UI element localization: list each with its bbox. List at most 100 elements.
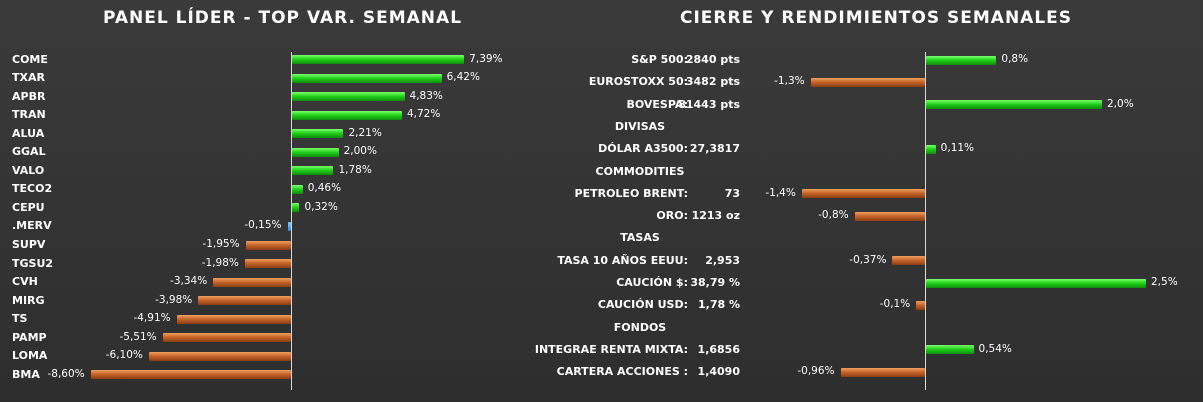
section-header: COMMODITIES — [595, 164, 685, 178]
left-chart-title: PANEL LÍDER - TOP VAR. SEMANAL — [103, 8, 463, 28]
bar — [292, 92, 405, 102]
row-label: CAUCIÓN USD: — [597, 298, 688, 312]
category-label: PAMP — [12, 330, 47, 344]
data-label: -6,10% — [105, 349, 143, 362]
data-label: 6,42% — [446, 71, 480, 84]
bar — [292, 55, 465, 64]
bar — [292, 129, 344, 139]
data-label: -1,3% — [774, 75, 805, 88]
bar — [926, 345, 974, 355]
data-label: 2,5% — [1151, 276, 1178, 288]
left-axis-line — [291, 52, 292, 390]
category-label: CEPU — [12, 200, 45, 214]
row-close-value: 2,953 — [705, 253, 740, 267]
row-label: ORO: — [656, 209, 688, 223]
row-close-value: 1,78 % — [698, 298, 740, 312]
row-close-value: 73 — [724, 186, 740, 200]
data-label: -0,1% — [879, 298, 911, 311]
data-label: 4,83% — [409, 89, 443, 102]
row-label: CAUCIÓN $: — [616, 276, 688, 289]
bar — [926, 100, 1102, 110]
category-label: TGSU2 — [12, 256, 54, 270]
bar — [90, 370, 291, 380]
bar — [244, 259, 291, 269]
category-label: GGAL — [12, 145, 46, 159]
row-close-value: 81443 pts — [678, 97, 740, 111]
bar — [292, 166, 334, 176]
category-label: ALUA — [12, 126, 45, 140]
bar — [287, 221, 291, 231]
data-label: -0,37% — [849, 253, 887, 266]
bar — [245, 240, 291, 250]
category-label: APBR — [12, 89, 46, 103]
data-label: 1,78% — [338, 163, 372, 176]
row-close-value: 1,6856 — [697, 342, 740, 356]
row-close-value: 38,79 % — [690, 276, 740, 289]
row-close-value: 2840 pts — [685, 53, 740, 66]
data-label: -8,60% — [47, 367, 85, 380]
bar — [213, 277, 291, 287]
data-label: 2,21% — [348, 126, 382, 139]
row-close-value: 27,3817 — [689, 142, 740, 156]
category-label: .MERV — [12, 219, 52, 233]
section-header: TASAS — [620, 231, 660, 245]
category-label: TXAR — [12, 71, 45, 85]
category-label: BMA — [12, 367, 40, 381]
bar — [292, 110, 402, 120]
data-label: -0,15% — [244, 219, 282, 232]
bar — [926, 278, 1146, 288]
bar — [892, 256, 925, 266]
bar — [292, 203, 300, 213]
data-label: 0,54% — [978, 342, 1012, 355]
data-label: -3,98% — [155, 293, 193, 306]
bar — [916, 300, 925, 310]
data-label: 0,46% — [307, 182, 342, 195]
data-label: 0,32% — [304, 200, 338, 213]
bar — [810, 77, 925, 87]
category-label: VALO — [12, 163, 45, 177]
data-label: -5,51% — [119, 330, 157, 343]
right-axis-line — [925, 52, 926, 390]
row-label: PETROLEO BRENT: — [574, 186, 688, 200]
data-label: -1,95% — [202, 238, 240, 250]
bar — [840, 367, 925, 377]
bar — [926, 144, 936, 154]
bar — [148, 351, 291, 361]
bar — [292, 184, 303, 194]
data-label: 4,72% — [406, 108, 441, 121]
row-label: BOVESPA: — [626, 97, 688, 111]
bar — [292, 73, 442, 83]
right-chart-title: CIERRE Y RENDIMIENTOS SEMANALES — [680, 8, 1073, 28]
bar — [854, 211, 925, 221]
data-label: 2,00% — [343, 145, 377, 158]
bar — [801, 189, 925, 199]
data-label: 0,8% — [1001, 53, 1029, 65]
data-label: -1,4% — [765, 186, 796, 199]
category-label: SUPV — [12, 238, 46, 251]
bar — [162, 333, 291, 343]
data-label: 7,39% — [469, 52, 503, 65]
row-label: EUROSTOXX 50: — [588, 75, 688, 89]
row-close-value: 1,4090 — [697, 365, 740, 379]
data-label: 0,11% — [940, 142, 975, 155]
data-label: -0,8% — [818, 209, 849, 222]
category-label: CVH — [12, 275, 38, 289]
bar — [198, 296, 291, 306]
row-label: TASA 10 AÑOS EEUU: — [557, 253, 688, 267]
bar — [292, 147, 339, 157]
category-label: TRAN — [12, 108, 46, 122]
bar — [176, 314, 291, 324]
category-label: MIRG — [12, 293, 45, 307]
row-label: CARTERA ACCIONES : — [556, 365, 688, 379]
data-label: -1,98% — [201, 256, 239, 269]
category-label: TS — [12, 312, 28, 326]
row-label: INTEGRAE RENTA MIXTA: — [534, 342, 688, 356]
data-label: -4,91% — [133, 312, 171, 325]
data-label: -3,34% — [170, 275, 208, 288]
data-label: 2,0% — [1107, 97, 1134, 110]
section-header: FONDOS — [613, 320, 667, 334]
section-header: DIVISAS — [614, 119, 666, 133]
row-label: S&P 500: — [631, 53, 688, 66]
bar — [926, 55, 997, 65]
